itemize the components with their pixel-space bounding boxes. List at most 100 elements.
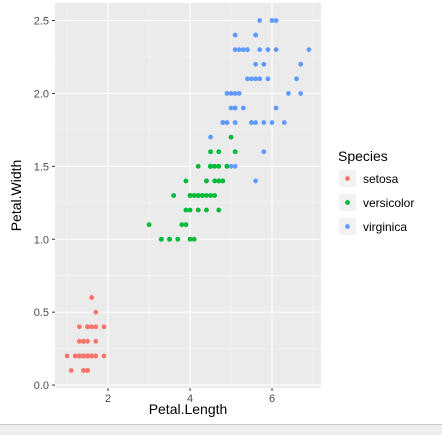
x-tick-label: 6 — [269, 393, 275, 405]
point-virginica — [224, 91, 230, 96]
point-versicolor — [232, 149, 238, 155]
point-versicolor — [191, 193, 197, 198]
point-setosa — [81, 338, 86, 344]
legend: Species setosa versicolor virginica — [338, 148, 414, 235]
point-setosa — [85, 368, 90, 373]
point-setosa — [76, 353, 82, 359]
y-tick-label: 2.5 — [34, 16, 49, 28]
point-versicolor — [212, 178, 218, 184]
point-versicolor — [199, 193, 205, 198]
point-versicolor — [187, 207, 193, 213]
point-setosa — [85, 353, 90, 359]
x-tick-label: 2 — [105, 393, 111, 405]
point-versicolor — [216, 163, 222, 169]
point-virginica — [253, 120, 259, 125]
point-setosa — [89, 353, 95, 359]
point-versicolor — [224, 163, 230, 169]
point-versicolor — [204, 207, 209, 213]
point-versicolor — [220, 178, 226, 184]
point-virginica — [298, 61, 304, 67]
point-virginica — [257, 47, 263, 53]
point-setosa — [101, 353, 107, 359]
point-setosa — [93, 353, 99, 359]
legend-key-virginica — [345, 224, 350, 229]
point-versicolor — [204, 193, 209, 198]
point-versicolor — [212, 193, 218, 198]
legend-key-versicolor — [345, 200, 350, 205]
point-virginica — [228, 105, 234, 111]
point-virginica — [269, 120, 275, 125]
point-virginica — [232, 91, 238, 96]
point-versicolor — [183, 207, 189, 213]
point-virginica — [273, 105, 279, 111]
point-virginica — [261, 61, 267, 67]
point-setosa — [101, 324, 107, 330]
point-versicolor — [195, 193, 201, 198]
window-bottom-edge — [0, 424, 442, 435]
point-versicolor — [208, 193, 213, 198]
point-versicolor — [216, 178, 222, 184]
point-versicolor — [187, 236, 193, 242]
point-versicolor — [216, 149, 222, 155]
point-virginica — [265, 76, 271, 82]
point-virginica — [236, 91, 242, 96]
point-virginica — [228, 91, 234, 96]
x-tick-label: 4 — [187, 393, 193, 405]
point-setosa — [72, 353, 78, 359]
point-setosa — [64, 353, 70, 359]
y-tick-label: 1.5 — [34, 161, 49, 173]
point-virginica — [269, 18, 275, 23]
point-virginica — [253, 178, 259, 184]
point-setosa — [81, 368, 86, 373]
point-virginica — [281, 120, 287, 125]
point-setosa — [93, 309, 99, 315]
point-versicolor — [228, 134, 234, 140]
point-virginica — [249, 120, 254, 125]
point-virginica — [257, 76, 263, 82]
point-versicolor — [216, 207, 222, 213]
point-virginica — [306, 47, 312, 53]
point-versicolor — [183, 222, 189, 228]
legend-label-virginica: virginica — [363, 220, 407, 234]
point-virginica — [273, 18, 279, 23]
legend-key-setosa — [345, 176, 350, 181]
point-virginica — [249, 76, 254, 82]
point-setosa — [68, 368, 74, 373]
point-virginica — [298, 91, 304, 96]
point-versicolor — [208, 149, 213, 155]
point-versicolor — [158, 236, 164, 242]
point-virginica — [232, 163, 238, 169]
point-setosa — [93, 338, 99, 344]
legend-title: Species — [338, 148, 388, 164]
point-virginica — [228, 163, 234, 169]
point-versicolor — [171, 193, 177, 198]
point-setosa — [81, 353, 86, 359]
point-virginica — [208, 134, 213, 140]
y-tick-label: 0.5 — [34, 307, 49, 319]
point-virginica — [232, 32, 238, 38]
y-tick-label: 0.0 — [34, 380, 49, 392]
point-virginica — [294, 76, 300, 82]
point-virginica — [220, 120, 226, 125]
point-virginica — [261, 120, 267, 125]
point-versicolor — [167, 236, 172, 242]
point-virginica — [245, 47, 250, 53]
point-virginica — [236, 47, 242, 53]
point-virginica — [224, 120, 230, 125]
legend-label-setosa: setosa — [363, 172, 399, 186]
point-versicolor — [195, 207, 201, 213]
point-versicolor — [204, 178, 209, 184]
point-virginica — [273, 47, 279, 53]
point-virginica — [253, 32, 259, 38]
point-setosa — [76, 324, 82, 330]
point-virginica — [286, 91, 291, 96]
point-virginica — [257, 18, 263, 23]
point-virginica — [253, 61, 259, 67]
point-virginica — [232, 105, 238, 111]
data-points — [64, 18, 312, 373]
point-setosa — [76, 338, 82, 344]
point-versicolor — [212, 163, 218, 169]
point-virginica — [261, 149, 267, 155]
point-virginica — [232, 120, 238, 125]
